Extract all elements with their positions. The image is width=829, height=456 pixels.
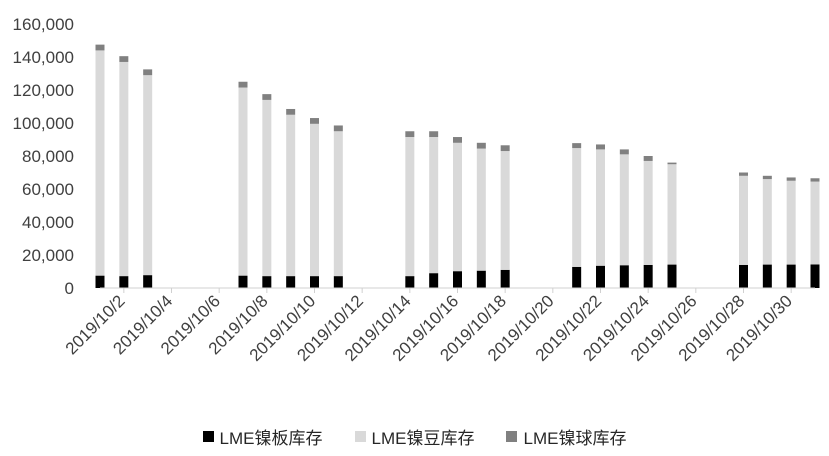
legend-swatch-nickel-briquette (354, 430, 366, 442)
bar-segment-series-2 (786, 177, 796, 181)
bar-segment-series-2 (95, 44, 105, 51)
bar-segment-series-1 (119, 61, 129, 277)
bar-segment-series-0 (786, 264, 796, 288)
bar-segment-series-2 (286, 108, 296, 115)
bar-segment-series-1 (739, 175, 748, 265)
y-tick-label: 120,000 (13, 81, 74, 100)
y-tick-label: 0 (65, 279, 74, 298)
bar-segment-series-2 (143, 69, 153, 76)
bar-segment-series-2 (762, 175, 772, 180)
bar-segment-series-2 (596, 144, 605, 150)
bar-segment-series-1 (500, 151, 510, 270)
bar-segment-series-1 (762, 179, 772, 265)
bar-segment-series-0 (667, 264, 677, 288)
bar-segment-series-2 (619, 149, 629, 155)
y-tick-label: 40,000 (22, 213, 74, 232)
bar-segment-series-0 (286, 276, 296, 288)
bar-segment-series-1 (810, 181, 820, 265)
bar-segment-series-0 (143, 275, 153, 288)
bar-segment-series-2 (500, 145, 510, 152)
legend-swatch-nickel-plate (202, 430, 214, 442)
bar-segment-series-2 (476, 142, 486, 149)
bar-segment-series-1 (786, 180, 796, 265)
bar-segment-series-2 (310, 118, 319, 124)
bar-segment-series-1 (476, 148, 486, 271)
bar-segment-series-0 (310, 276, 319, 288)
bar-segment-series-1 (333, 131, 343, 277)
y-tick-label: 60,000 (22, 180, 74, 199)
bar-segment-series-0 (762, 264, 772, 288)
legend-item-nickel-pellet: LME镍球库存 (506, 424, 626, 449)
y-tick-label: 20,000 (22, 246, 74, 265)
bar-segment-series-0 (429, 273, 439, 288)
bar-segment-series-2 (572, 143, 582, 149)
bar-segment-series-1 (572, 148, 582, 267)
legend-label-nickel-pellet: LME镍球库存 (523, 428, 627, 448)
bar-segment-series-1 (262, 99, 272, 277)
bar-segment-series-2 (667, 162, 677, 165)
bar-segment-series-0 (476, 270, 486, 288)
bar-segment-series-2 (238, 81, 248, 88)
bar-segment-series-0 (405, 276, 415, 288)
legend-swatch-nickel-pellet (506, 430, 518, 442)
bar-segment-series-1 (238, 87, 248, 276)
bar-segment-series-1 (667, 164, 677, 265)
bar-segment-series-1 (643, 160, 653, 265)
x-axis: 2019/10/22019/10/42019/10/62019/10/82019… (62, 287, 815, 365)
y-axis: 0 20,000 40,000 60,000 80,000 100,000 120,000 1… (13, 15, 74, 298)
bar-segment-series-2 (453, 137, 462, 143)
bar-segment-series-2 (739, 172, 748, 176)
bar-segment-series-2 (405, 131, 415, 138)
bar-segment-series-2 (643, 156, 653, 161)
bar-segment-series-2 (810, 178, 820, 182)
legend-label-nickel-plate: LME镍板库存 (219, 428, 323, 448)
bar-segment-series-2 (262, 94, 272, 100)
bar-segment-series-1 (429, 137, 439, 274)
y-tick-label: 140,000 (13, 48, 74, 67)
bar-segment-series-1 (619, 154, 629, 266)
y-tick-label: 100,000 (13, 114, 74, 133)
bar-segment-series-0 (453, 271, 462, 288)
bar-segment-series-0 (619, 265, 629, 288)
legend-label-nickel-briquette: LME镍豆库存 (371, 428, 475, 448)
bar-segment-series-1 (596, 149, 605, 266)
bar-segment-series-0 (810, 264, 820, 288)
bar-segment-series-0 (262, 276, 272, 288)
bar-segment-series-2 (429, 131, 439, 138)
bar-segment-series-0 (596, 265, 605, 288)
legend: LME镍板库存 LME镍豆库存 LME镍球库存 (0, 424, 829, 448)
bar-segment-series-0 (95, 275, 105, 289)
bar-segment-series-0 (500, 269, 510, 288)
legend-item-nickel-plate: LME镍板库存 (202, 424, 323, 449)
bar-segment-series-1 (453, 142, 462, 272)
bar-segment-series-1 (95, 50, 105, 276)
bars (95, 44, 820, 289)
y-tick-label: 80,000 (22, 147, 74, 166)
bar-segment-series-0 (238, 275, 248, 289)
bar-segment-series-1 (310, 123, 319, 277)
legend-item-nickel-briquette: LME镍豆库存 (354, 424, 475, 449)
bar-segment-series-2 (119, 56, 129, 62)
bar-segment-series-1 (286, 114, 296, 277)
bar-segment-series-0 (643, 264, 653, 288)
bar-segment-series-0 (572, 266, 582, 288)
bar-segment-series-0 (739, 264, 748, 288)
bar-segment-series-1 (405, 137, 415, 277)
bar-segment-series-0 (119, 276, 129, 288)
y-tick-label: 160,000 (13, 15, 74, 34)
bar-segment-series-1 (143, 75, 153, 276)
bar-segment-series-0 (333, 276, 343, 288)
bar-segment-series-2 (333, 125, 343, 132)
